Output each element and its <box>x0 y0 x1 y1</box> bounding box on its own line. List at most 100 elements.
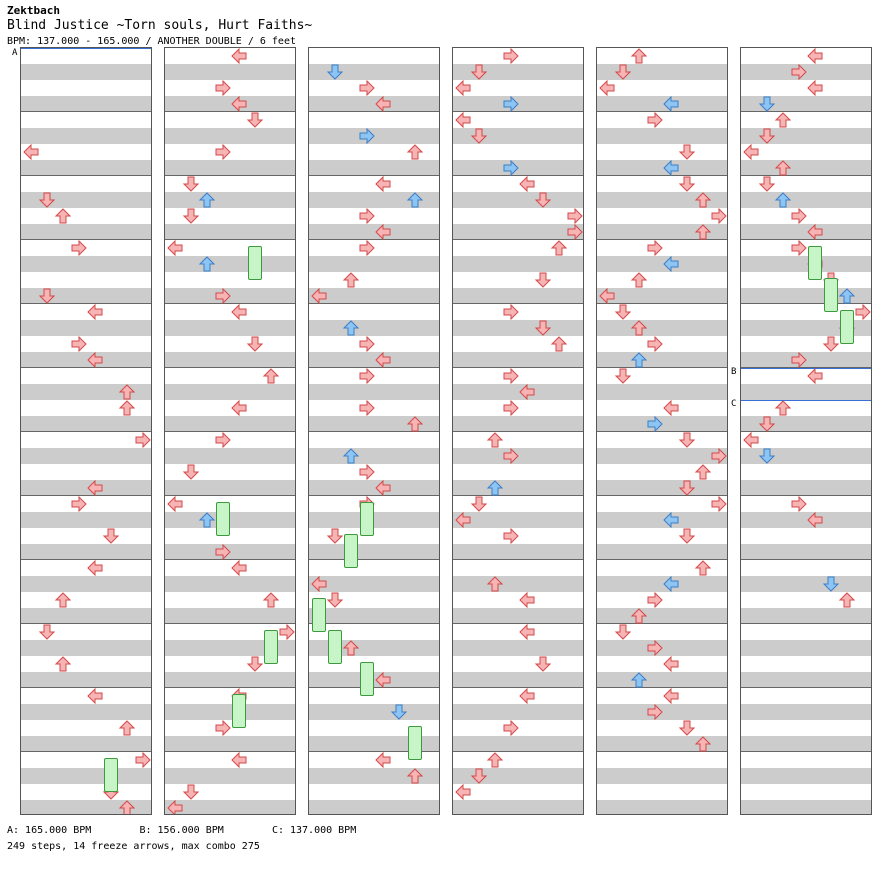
artist-name: Zektbach <box>7 5 60 17</box>
beat-stripe <box>21 352 151 368</box>
measure-line <box>309 175 439 176</box>
up-arrow-icon <box>487 576 503 592</box>
beat-stripe <box>741 384 871 400</box>
left-arrow-icon <box>663 576 679 592</box>
left-arrow-icon <box>807 80 823 96</box>
down-arrow-icon <box>471 64 487 80</box>
freeze-arrow <box>360 662 374 696</box>
right-arrow-icon <box>791 64 807 80</box>
beat-stripe <box>741 736 871 752</box>
down-arrow-icon <box>327 592 343 608</box>
left-arrow-icon <box>87 560 103 576</box>
up-arrow-icon <box>199 192 215 208</box>
left-arrow-icon <box>375 176 391 192</box>
measure-line <box>597 495 727 496</box>
right-arrow-icon <box>503 400 519 416</box>
freeze-arrow <box>264 630 278 664</box>
up-arrow-icon <box>55 208 71 224</box>
beat-stripe <box>741 576 871 592</box>
right-arrow-icon <box>215 720 231 736</box>
measure-line <box>597 687 727 688</box>
up-arrow-icon <box>695 192 711 208</box>
left-arrow-icon <box>311 576 327 592</box>
beat-stripe <box>453 544 583 560</box>
down-arrow-icon <box>759 416 775 432</box>
down-arrow-icon <box>615 64 631 80</box>
up-arrow-icon <box>695 736 711 752</box>
measure-line <box>741 623 871 624</box>
beat-stripe <box>165 384 295 400</box>
up-arrow-icon <box>631 272 647 288</box>
left-arrow-icon <box>519 592 535 608</box>
up-arrow-icon <box>631 608 647 624</box>
measure-line <box>21 367 151 368</box>
chart-info: BPM: 137.000 - 165.000 / ANOTHER DOUBLE … <box>7 36 296 47</box>
right-arrow-icon <box>215 432 231 448</box>
freeze-arrow <box>328 630 342 664</box>
chart-column-1 <box>20 47 152 815</box>
bpm-legend-b: B: 156.000 BPM <box>139 825 223 836</box>
beat-stripe <box>309 608 439 624</box>
beat-stripe <box>165 704 295 720</box>
freeze-arrow <box>344 534 358 568</box>
right-arrow-icon <box>711 208 727 224</box>
beat-stripe <box>741 224 871 240</box>
down-arrow-icon <box>759 96 775 112</box>
beat-stripe <box>453 416 583 432</box>
up-arrow-icon <box>343 448 359 464</box>
left-arrow-icon <box>663 656 679 672</box>
up-arrow-icon <box>119 384 135 400</box>
down-arrow-icon <box>759 176 775 192</box>
beat-stripe <box>21 224 151 240</box>
left-arrow-icon <box>231 560 247 576</box>
freeze-arrow <box>824 278 838 312</box>
beat-stripe <box>309 704 439 720</box>
right-arrow-icon <box>279 624 295 640</box>
song-title: Blind Justice ~Torn souls, Hurt Faiths~ <box>7 19 312 33</box>
right-arrow-icon <box>359 208 375 224</box>
beat-stripe <box>597 544 727 560</box>
down-arrow-icon <box>823 336 839 352</box>
right-arrow-icon <box>215 80 231 96</box>
beat-stripe <box>165 736 295 752</box>
beat-stripe <box>453 320 583 336</box>
down-arrow-icon <box>535 272 551 288</box>
beat-stripe <box>165 768 295 784</box>
down-arrow-icon <box>39 288 55 304</box>
beat-stripe <box>165 800 295 815</box>
beat-stripe <box>21 416 151 432</box>
chart-stats: 249 steps, 14 freeze arrows, max combo 2… <box>7 841 260 852</box>
left-arrow-icon <box>231 304 247 320</box>
right-arrow-icon <box>791 208 807 224</box>
up-arrow-icon <box>631 672 647 688</box>
freeze-arrow <box>840 310 854 344</box>
beat-stripe <box>741 640 871 656</box>
measure-line <box>21 687 151 688</box>
right-arrow-icon <box>647 640 663 656</box>
bpm-change-line <box>741 400 871 401</box>
beat-stripe <box>309 160 439 176</box>
left-arrow-icon <box>519 688 535 704</box>
beat-stripe <box>21 544 151 560</box>
left-arrow-icon <box>455 512 471 528</box>
beat-stripe <box>21 704 151 720</box>
freeze-arrow <box>360 502 374 536</box>
measure-line <box>741 559 871 560</box>
up-arrow-icon <box>839 592 855 608</box>
chart-column-6 <box>740 47 872 815</box>
left-arrow-icon <box>375 224 391 240</box>
beat-stripe <box>165 480 295 496</box>
beat-stripe <box>453 672 583 688</box>
beat-stripe <box>453 192 583 208</box>
beat-stripe <box>309 96 439 112</box>
down-arrow-icon <box>615 368 631 384</box>
beat-stripe <box>453 224 583 240</box>
chart-column-5 <box>596 47 728 815</box>
right-arrow-icon <box>359 240 375 256</box>
down-arrow-icon <box>327 528 343 544</box>
up-arrow-icon <box>343 272 359 288</box>
left-arrow-icon <box>23 144 39 160</box>
beat-stripe <box>741 608 871 624</box>
beat-stripe <box>21 96 151 112</box>
beat-stripe <box>309 352 439 368</box>
